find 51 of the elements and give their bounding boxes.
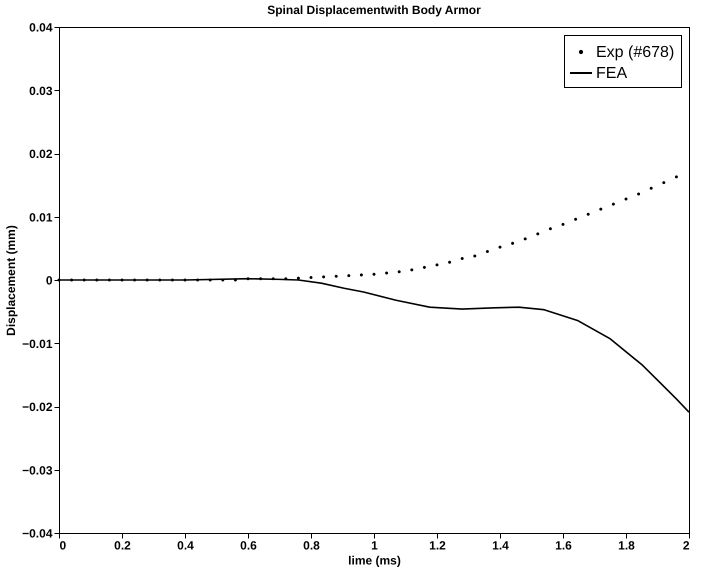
point xyxy=(146,278,149,282)
point xyxy=(284,277,288,280)
point xyxy=(637,192,640,196)
point xyxy=(385,272,388,275)
x-tick-label: 0.2 xyxy=(114,538,132,552)
point xyxy=(612,202,615,206)
point xyxy=(82,278,86,282)
x-tick-label: 2 xyxy=(682,538,690,552)
y-tick-label: −0.04 xyxy=(22,526,53,540)
chart-title: Spinal Displacementwith Body Armor xyxy=(267,3,482,17)
point xyxy=(296,276,300,280)
x-tick-label: 0.4 xyxy=(177,538,194,552)
y-tick-label: −0.02 xyxy=(22,400,53,414)
point xyxy=(561,222,565,226)
point xyxy=(586,212,590,216)
y-tick-label: 0 xyxy=(46,274,53,288)
point xyxy=(208,278,212,282)
point xyxy=(460,256,464,260)
point xyxy=(95,278,98,282)
x-tick-label: 1.6 xyxy=(555,538,572,552)
point xyxy=(398,270,401,274)
point xyxy=(158,278,162,282)
point xyxy=(272,277,275,280)
x-tick-label: 0.8 xyxy=(303,538,320,552)
x-axis-title: lime (ms) xyxy=(348,554,401,568)
point xyxy=(674,175,678,178)
point xyxy=(435,263,439,266)
y-tick-label: 0.04 xyxy=(29,20,53,34)
x-tick-label: 0 xyxy=(60,538,66,552)
y-axis-title: Displacement (mm) xyxy=(4,225,18,336)
y-tick-label: 0.02 xyxy=(29,147,53,161)
y-tick-label: 0.01 xyxy=(29,210,53,224)
point xyxy=(360,273,363,276)
point xyxy=(486,250,489,254)
x-tick-label: 1.4 xyxy=(492,538,510,552)
x-tick-label: 1.8 xyxy=(618,538,636,552)
y-tick-label: −0.01 xyxy=(22,336,53,351)
x-tick-label: 1 xyxy=(371,538,378,552)
point xyxy=(599,208,602,211)
x-tick-label: 1.2 xyxy=(429,538,446,552)
point xyxy=(536,232,540,236)
point xyxy=(498,246,502,249)
legend-label: FEA xyxy=(596,65,628,82)
point xyxy=(246,277,250,280)
point xyxy=(334,274,338,278)
point xyxy=(650,186,653,190)
y-tick-label: −0.03 xyxy=(22,463,53,478)
point xyxy=(372,272,376,276)
x-tick-label: 0.6 xyxy=(240,538,258,552)
legend-label: Exp (#678) xyxy=(596,44,674,61)
y-tick-label: 0.03 xyxy=(29,84,53,98)
